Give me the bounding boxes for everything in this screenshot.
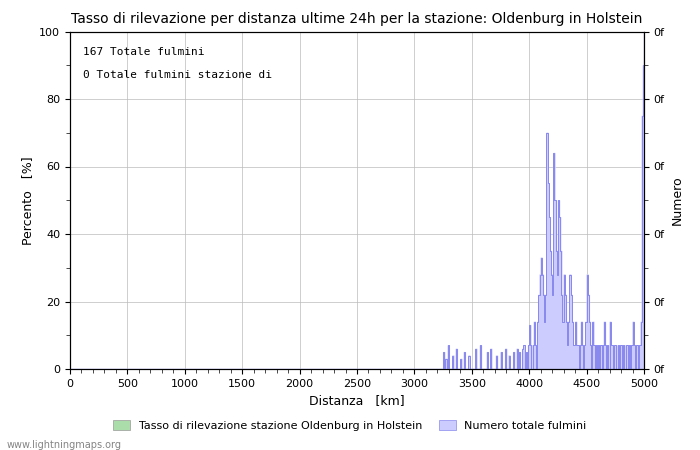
Text: 0 Totale fulmini stazione di: 0 Totale fulmini stazione di bbox=[83, 70, 272, 80]
Y-axis label: Percento   [%]: Percento [%] bbox=[21, 156, 34, 244]
Legend: Tasso di rilevazione stazione Oldenburg in Holstein, Numero totale fulmini: Tasso di rilevazione stazione Oldenburg … bbox=[109, 416, 591, 436]
Title: Tasso di rilevazione per distanza ultime 24h per la stazione: Oldenburg in Holst: Tasso di rilevazione per distanza ultime… bbox=[71, 12, 643, 26]
Y-axis label: Numero: Numero bbox=[671, 176, 683, 225]
Text: www.lightningmaps.org: www.lightningmaps.org bbox=[7, 440, 122, 450]
Text: 167 Totale fulmini: 167 Totale fulmini bbox=[83, 47, 204, 57]
X-axis label: Distanza   [km]: Distanza [km] bbox=[309, 394, 405, 407]
